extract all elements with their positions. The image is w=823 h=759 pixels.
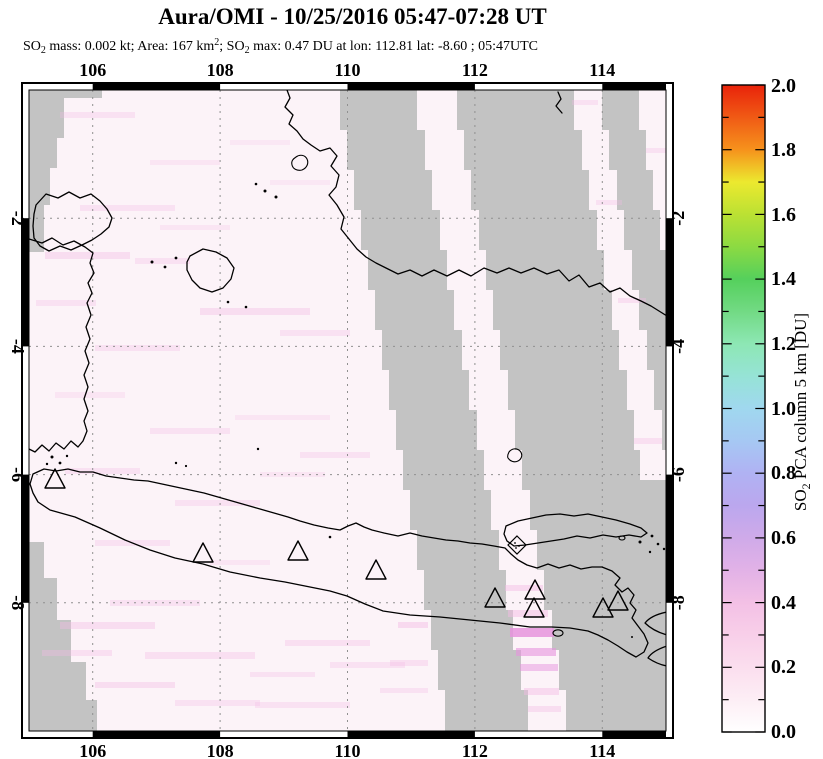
top-axis-tick-label: 114 bbox=[589, 60, 615, 80]
subtitle-text: SO bbox=[23, 39, 41, 54]
small-islets bbox=[45, 182, 666, 638]
volcano-marker bbox=[484, 587, 506, 608]
top-axis-tick-label: 112 bbox=[462, 60, 488, 80]
coastlines bbox=[29, 90, 666, 667]
madura-island bbox=[503, 513, 648, 547]
data-swath-band bbox=[633, 90, 666, 250]
top-axis-tick-label: 110 bbox=[334, 60, 360, 80]
frame-degree-bars bbox=[22, 83, 673, 738]
colorbar: 2.0 1.8 1.6 1.4 1.2 1.0 0.8 0.6 0.4 0.2 … bbox=[721, 75, 813, 743]
right-axis-tick-label: -6 bbox=[668, 467, 688, 482]
colorbar-tick-label: 0.0 bbox=[771, 721, 796, 743]
left-axis-tick-label: -8 bbox=[8, 595, 28, 610]
colorbar-tick-label: 1.2 bbox=[771, 333, 796, 355]
graticule-gridlines bbox=[29, 90, 666, 731]
bottom-axis-tick-label: 110 bbox=[334, 741, 360, 759]
subtitle-text: max: 0.47 DU at lon: 112.81 lat: -8.60 ;… bbox=[249, 39, 538, 54]
right-axis-labels: -2 -4 -6 -8 bbox=[668, 211, 688, 611]
left-axis-labels: -2 -4 -6 -8 bbox=[8, 211, 28, 611]
top-axis-tick-label: 108 bbox=[207, 60, 234, 80]
map-frame bbox=[21, 82, 674, 739]
java-coast bbox=[29, 468, 649, 658]
colorbar-tick-label: 2.0 bbox=[771, 75, 796, 97]
colorbar-tick-label: 0.8 bbox=[771, 462, 796, 484]
bottom-axis-labels: 106 108 110 112 114 bbox=[79, 741, 615, 759]
sumatra-coast bbox=[29, 237, 95, 453]
no-data-corner-sw bbox=[29, 542, 97, 731]
volcano-markers bbox=[44, 468, 629, 618]
subtitle-sub: 2 bbox=[40, 45, 46, 56]
borneo-coast bbox=[284, 90, 666, 317]
top-axis-labels: 106 108 110 112 114 bbox=[79, 60, 615, 80]
volcano-marker bbox=[365, 559, 387, 580]
page-title: Aura/OMI - 10/25/2016 05:47-07:28 UT bbox=[158, 4, 547, 29]
bottom-axis-tick-label: 106 bbox=[79, 741, 106, 759]
colorbar-tick-labels: 2.0 1.8 1.6 1.4 1.2 1.0 0.8 0.6 0.4 0.2 … bbox=[771, 75, 796, 743]
volcano-marker bbox=[44, 468, 66, 489]
colorbar-tick-label: 0.4 bbox=[771, 592, 796, 614]
colorbar-tick-label: 1.6 bbox=[771, 204, 796, 226]
bottom-axis-tick-label: 108 bbox=[207, 741, 234, 759]
karimata-island bbox=[291, 154, 309, 171]
colorbar-tick-label: 1.4 bbox=[771, 268, 796, 290]
subtitle-text: ; SO bbox=[219, 39, 245, 54]
right-axis-tick-label: -4 bbox=[668, 339, 688, 354]
volcano-marker bbox=[592, 597, 614, 618]
right-axis-tick-label: -8 bbox=[668, 595, 688, 610]
no-data-regions bbox=[29, 90, 666, 731]
volcano-marker bbox=[607, 590, 629, 611]
left-axis-tick-label: -4 bbox=[8, 339, 28, 354]
borneo-delta bbox=[555, 91, 563, 114]
left-axis-tick-label: -2 bbox=[8, 211, 28, 226]
subtitle-text: mass: 0.002 kt; Area: 167 km bbox=[45, 39, 215, 54]
colorbar-tick-label: 0.2 bbox=[771, 656, 796, 678]
nusa-barung-island bbox=[552, 629, 564, 637]
left-axis-tick-label: -6 bbox=[8, 467, 28, 482]
map-plot bbox=[29, 90, 666, 731]
data-swath-band bbox=[410, 90, 566, 731]
colorbar-ticks bbox=[722, 84, 765, 733]
top-axis-tick-label: 106 bbox=[79, 60, 106, 80]
bottom-axis-tick-label: 114 bbox=[589, 741, 615, 759]
bangka-island bbox=[32, 191, 113, 252]
colorbar-tick-label: 0.6 bbox=[771, 527, 796, 549]
colorbar-tick-label: 1.0 bbox=[771, 398, 796, 420]
subtitle-sub: 2 bbox=[244, 45, 250, 56]
bawean-island bbox=[507, 448, 523, 463]
bali-coast-edge bbox=[644, 611, 666, 667]
city-diamond-icon bbox=[507, 535, 527, 555]
colorbar-title: SO2 PCA column 5 km [DU] bbox=[791, 313, 813, 511]
kangean-islet bbox=[618, 535, 626, 541]
belitung-island bbox=[186, 248, 235, 293]
volcano-marker bbox=[192, 542, 214, 563]
right-axis-tick-label: -2 bbox=[668, 211, 688, 226]
data-swath-band bbox=[567, 90, 666, 480]
city-marker bbox=[507, 535, 527, 555]
bottom-axis-tick-label: 112 bbox=[462, 741, 488, 759]
colorbar-tick-label: 1.8 bbox=[771, 139, 796, 161]
volcano-marker bbox=[287, 540, 309, 561]
volcano-marker bbox=[523, 597, 545, 618]
plot-subtitle: SO2 mass: 0.002 kt; Area: 167 km2; SO2 m… bbox=[23, 37, 538, 56]
subtitle-sup: 2 bbox=[214, 37, 220, 48]
no-data-corner-nw bbox=[29, 90, 102, 252]
